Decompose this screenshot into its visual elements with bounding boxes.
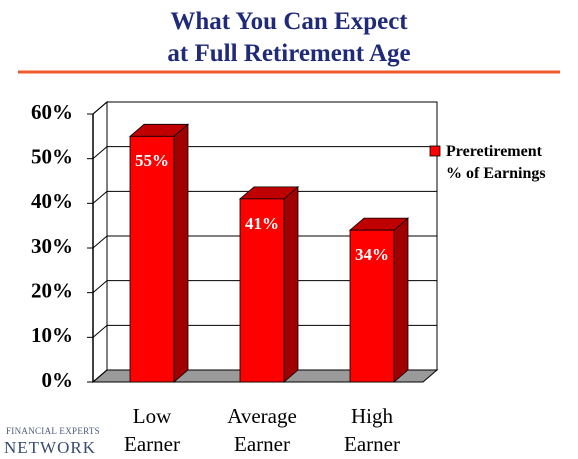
grid-line xyxy=(92,324,108,338)
grid-line xyxy=(92,280,108,294)
y-tick-label: 20% xyxy=(31,278,73,302)
grid-line xyxy=(92,146,108,160)
logo-line: NETWORK xyxy=(4,438,96,457)
bar xyxy=(239,198,285,383)
y-tick-label: 40% xyxy=(31,189,73,213)
bar-side xyxy=(173,123,189,383)
grid-line xyxy=(92,235,108,249)
bar-side xyxy=(393,217,409,383)
y-tick-label: 50% xyxy=(31,144,73,168)
legend-swatch xyxy=(429,145,441,157)
bar xyxy=(129,135,175,383)
legend-label: Preretirement % of Earnings xyxy=(446,143,546,182)
logo-line: FINANCIAL EXPERTS xyxy=(6,426,100,436)
grid-line xyxy=(92,101,108,115)
grid-line xyxy=(92,190,108,204)
value-label: 55% xyxy=(135,151,169,170)
bar-side xyxy=(283,185,299,383)
grid-line xyxy=(92,369,108,383)
x-tick-label: Average Earner xyxy=(227,404,297,456)
chart-title: What You Can Expect at Full Retirement A… xyxy=(167,8,411,67)
bar xyxy=(349,229,395,383)
y-tick-label: 10% xyxy=(31,323,73,347)
value-label: 34% xyxy=(355,245,389,264)
x-tick-label: High Earner xyxy=(344,404,400,456)
x-tick-label: Low Earner xyxy=(124,404,180,456)
y-tick-label: 60% xyxy=(31,100,73,124)
y-tick-label: 0% xyxy=(42,368,74,392)
value-label: 41% xyxy=(245,214,279,233)
y-tick-label: 30% xyxy=(31,234,73,258)
